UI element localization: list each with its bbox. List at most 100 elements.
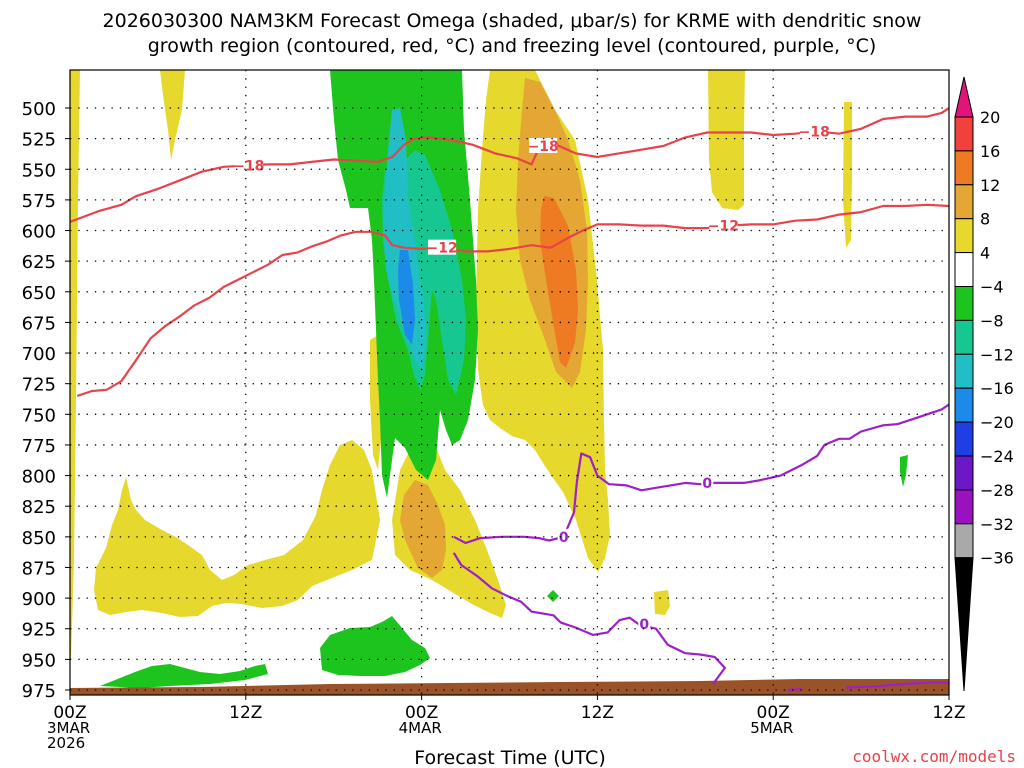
y-tick-label-675: 675 xyxy=(22,313,56,334)
x-axis-title: Forecast Time (UTC) xyxy=(414,747,605,768)
contour-label-zero-b-bg xyxy=(701,474,714,490)
y-tick-label-950: 950 xyxy=(22,650,56,671)
omega-yellow-top-left xyxy=(160,70,185,160)
colorbar-label-9: −20 xyxy=(980,413,1014,432)
x-tick-label-2-1: 4MAR xyxy=(399,719,442,737)
plot-frame xyxy=(69,69,950,696)
colorbar-swatch-9 xyxy=(954,387,974,423)
colorbar-swatch-2 xyxy=(954,150,974,186)
y-tick-label-550: 550 xyxy=(22,160,56,181)
y-tick-label-600: 600 xyxy=(22,222,56,243)
freezing-level-fragment-a xyxy=(787,687,803,692)
contour-label-zero-a: 0 xyxy=(559,530,569,546)
y-tick-label-775: 775 xyxy=(22,436,56,457)
contour-label-zero-a-bg xyxy=(557,528,570,544)
y-tick-label-500: 500 xyxy=(22,99,56,120)
y-tick-label-975: 975 xyxy=(22,681,56,702)
y-tick-label-750: 750 xyxy=(22,405,56,426)
colorbar: 20 16 12 8 4 −4 −8 −12 −16 −20 −24 −28 −32 −36 xyxy=(954,76,1014,692)
x-tick-label-4-1: 5MAR xyxy=(750,719,793,737)
colorbar-swatch-5 xyxy=(954,252,974,288)
colorbar-swatch-11 xyxy=(954,455,974,491)
colorbar-swatch-6 xyxy=(954,286,974,321)
credit-text: coolwx.com/models xyxy=(852,747,1016,766)
freezing-level-contour xyxy=(453,403,949,545)
contour-label-zero-c: 0 xyxy=(639,617,649,633)
freezing-level-fragment-b xyxy=(846,681,949,689)
colorbar-swatch-12 xyxy=(954,489,974,525)
terrain-surface xyxy=(70,679,949,695)
colorbar-label-3: 8 xyxy=(980,210,990,229)
omega-green-small-diamond xyxy=(547,590,559,602)
colorbar-label-7: −12 xyxy=(980,345,1014,364)
colorbar-swatch-1 xyxy=(954,116,974,152)
colorbar-label-0: 20 xyxy=(980,108,1000,127)
contour-label-minus12-b-bg xyxy=(709,217,738,233)
y-tick-label-850: 850 xyxy=(22,528,56,549)
contour-label-minus18-a-bg xyxy=(234,157,263,173)
contour-label-zero-c-bg xyxy=(638,615,651,631)
colorbar-swatch-8 xyxy=(954,353,974,389)
omega-yellow-small-low xyxy=(654,590,670,615)
contour-label-minus18-b: −18 xyxy=(528,139,559,155)
colorbar-label-6: −8 xyxy=(980,311,1004,330)
x-tick-label-3-0: 12Z xyxy=(581,703,614,723)
colorbar-label-11: −28 xyxy=(980,481,1014,500)
contour-label-minus18-c: −18 xyxy=(799,124,830,140)
colorbar-label-13: −36 xyxy=(980,549,1014,568)
colorbar-label-1: 16 xyxy=(980,142,1000,161)
omega-blue-core xyxy=(398,250,415,345)
y-tick-label-575: 575 xyxy=(22,191,56,212)
chart-title-line2: growth region (contoured, red, °C) and f… xyxy=(148,35,877,57)
colorbar-label-4: 4 xyxy=(980,244,990,263)
x-tick-label-0-1: 3MAR xyxy=(47,719,90,737)
colorbar-label-10: −24 xyxy=(980,447,1014,466)
y-tick-label-800: 800 xyxy=(22,467,56,488)
omega-shading: −18 −18 −18 −12 −12 0 0 0 xyxy=(70,70,949,695)
y-tick-label-825: 825 xyxy=(22,497,56,518)
colorbar-swatch-4 xyxy=(954,218,974,254)
colorbar-top-arrow xyxy=(954,76,974,118)
omega-gold-central xyxy=(400,480,446,578)
colorbar-swatch-7 xyxy=(954,319,974,355)
colorbar-swatch-13 xyxy=(954,523,974,559)
y-tick-label-725: 725 xyxy=(22,375,56,396)
colorbar-label-12: −32 xyxy=(980,515,1014,534)
y-tick-label-650: 650 xyxy=(22,283,56,304)
colorbar-label-5: −4 xyxy=(980,278,1004,297)
omega-green-low-blob xyxy=(320,616,430,676)
contour-label-minus18-b-bg xyxy=(529,137,558,153)
omega-yellow-lower-left xyxy=(94,440,380,617)
x-tick-label-4-0: 00Z xyxy=(757,703,790,723)
omega-green-surface-strip xyxy=(100,664,268,688)
x-tick-label-1-0: 12Z xyxy=(229,703,262,723)
x-tick-label-0-0: 00Z xyxy=(53,703,86,723)
omega-yellow-top-right xyxy=(708,70,745,210)
contour-label-minus12-a: −12 xyxy=(427,241,458,257)
contour-label-minus12-a-bg xyxy=(428,239,457,255)
contour-label-minus12-b: −12 xyxy=(708,219,739,235)
chart-title-line1: 2026030300 NAM3KM Forecast Omega (shaded… xyxy=(103,10,922,32)
y-tick-label-875: 875 xyxy=(22,558,56,579)
y-tick-label-925: 925 xyxy=(22,620,56,641)
y-axis: 500 525 550 575 600 625 650 675 700 725 750 775 800 8… xyxy=(22,99,70,702)
x-tick-label-2-0: 00Z xyxy=(405,703,438,723)
x-tick-label-0-2: 2026 xyxy=(47,734,85,752)
colorbar-label-8: −16 xyxy=(980,379,1014,398)
contour-label-minus18-a: −18 xyxy=(233,159,264,175)
x-tick-label-5-0: 12Z xyxy=(932,703,965,723)
y-tick-label-900: 900 xyxy=(22,589,56,610)
omega-yellow-right-sliver xyxy=(843,102,852,248)
contour-label-zero-b: 0 xyxy=(702,476,712,492)
colorbar-swatch-10 xyxy=(954,421,974,457)
colorbar-swatch-3 xyxy=(954,184,974,220)
colorbar-bottom-arrow xyxy=(954,557,974,692)
y-tick-label-700: 700 xyxy=(22,344,56,365)
y-tick-label-525: 525 xyxy=(22,130,56,151)
contour-label-minus18-c-bg xyxy=(800,123,829,139)
freezing-level-contour-low xyxy=(452,552,726,685)
omega-cyan-column xyxy=(383,108,426,370)
colorbar-label-2: 12 xyxy=(980,176,1000,195)
